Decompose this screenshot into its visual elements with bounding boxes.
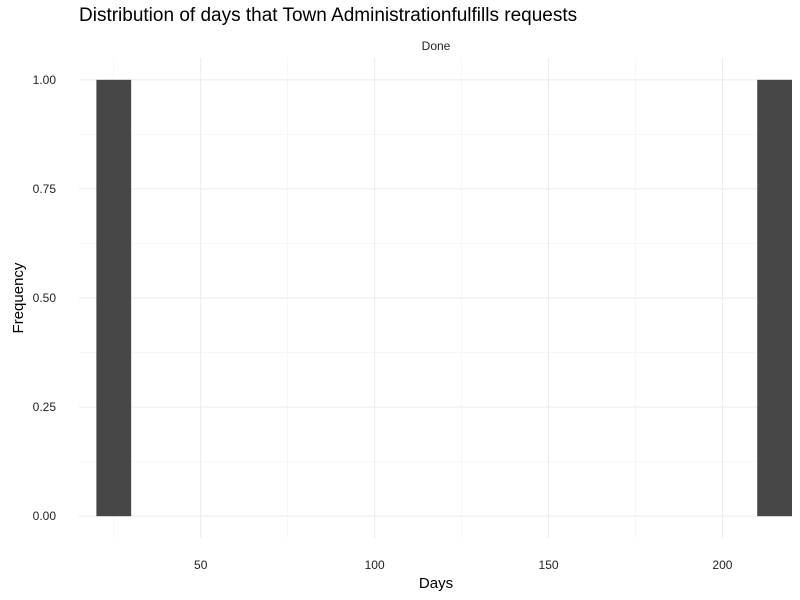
- histogram-bar: [96, 79, 132, 517]
- y-tick-label: 0.00: [33, 509, 57, 523]
- y-axis-title: Frequency: [10, 262, 27, 333]
- y-tick-label: 1.00: [33, 73, 57, 87]
- x-tick-label: 200: [712, 558, 732, 572]
- y-tick-label: 0.75: [33, 182, 57, 196]
- facet-label: Done: [422, 39, 451, 53]
- x-axis-title: Days: [419, 575, 453, 592]
- y-tick-label: 0.50: [33, 291, 57, 305]
- x-tick-label: 50: [194, 558, 208, 572]
- bars: [96, 79, 792, 517]
- y-axis-ticks: 0.00 0.25 0.50 0.75 1.00: [33, 73, 57, 523]
- chart-title: Distribution of days that Town Administr…: [79, 5, 578, 26]
- y-tick-label: 0.25: [33, 400, 57, 414]
- x-axis-ticks: 50 100 150 200: [194, 558, 733, 572]
- grid: [79, 58, 792, 538]
- x-tick-label: 150: [539, 558, 559, 572]
- x-tick-label: 100: [365, 558, 385, 572]
- histogram-bar: [757, 79, 792, 517]
